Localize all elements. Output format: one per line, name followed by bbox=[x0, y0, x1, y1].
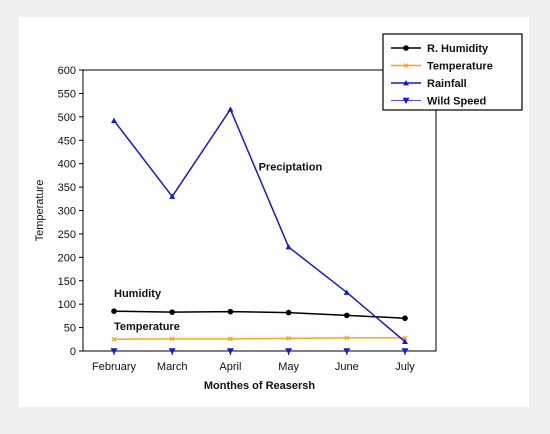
series-wild-speed bbox=[110, 348, 409, 355]
y-tick-label: 250 bbox=[58, 229, 76, 241]
y-tick-label: 450 bbox=[58, 135, 76, 147]
y-tick-label: 550 bbox=[58, 88, 76, 100]
data-point-rainfall bbox=[402, 338, 408, 345]
y-tick-label: 50 bbox=[64, 323, 76, 335]
data-point-temperature bbox=[111, 336, 117, 342]
x-tick-label: April bbox=[219, 361, 241, 373]
chart-frame: 0 50 100 150 200 250 300 350 400 450 500 550 600 Febr… bbox=[19, 17, 529, 407]
series-line-r-humidity bbox=[113, 310, 406, 319]
data-point-temperature bbox=[286, 335, 292, 341]
data-point-wild-speed bbox=[401, 348, 409, 355]
legend-entry-r-humidity: R. Humidity bbox=[391, 43, 489, 55]
x-axis-label: Monthes of Reasersh bbox=[204, 380, 316, 392]
legend-label: Rainfall bbox=[427, 78, 467, 90]
legend-marker bbox=[403, 80, 409, 86]
y-tick-label: 500 bbox=[58, 112, 76, 124]
legend-marker bbox=[403, 63, 409, 68]
legend-label: Wild Speed bbox=[427, 96, 486, 108]
series-rainfall bbox=[111, 106, 408, 345]
legend-label: R. Humidity bbox=[427, 43, 489, 55]
data-point-temperature bbox=[227, 336, 233, 342]
plot-border bbox=[82, 69, 437, 352]
data-point-r-humidity bbox=[402, 315, 408, 322]
y-tick-label: 150 bbox=[58, 276, 76, 288]
data-point-wild-speed bbox=[168, 348, 176, 355]
x-tick-label: May bbox=[278, 361, 299, 373]
annotation-label: Preciptation bbox=[259, 162, 323, 174]
legend-label: Temperature bbox=[427, 61, 493, 73]
legend-marker bbox=[403, 45, 409, 51]
data-point-temperature bbox=[402, 335, 408, 341]
annotation-label: Humidity bbox=[114, 288, 162, 300]
x-tick-label: February bbox=[92, 361, 137, 373]
data-point-temperature bbox=[169, 336, 175, 342]
x-tick-label: March bbox=[157, 361, 188, 373]
legend-entry-temperature: Temperature bbox=[391, 61, 493, 73]
y-tick-label: 100 bbox=[58, 299, 76, 311]
y-tick-label: 300 bbox=[58, 206, 76, 218]
y-tick-label: 0 bbox=[70, 346, 76, 358]
data-point-rainfall bbox=[343, 289, 350, 295]
data-point-wild-speed bbox=[110, 348, 118, 355]
x-tick-label: June bbox=[335, 361, 359, 373]
x-tick-label: July bbox=[395, 361, 415, 373]
y-tick-label: 600 bbox=[58, 65, 76, 77]
series-temperature bbox=[111, 335, 408, 342]
data-point-r-humidity bbox=[227, 308, 234, 315]
data-point-rainfall bbox=[285, 244, 292, 250]
y-tick-label: 200 bbox=[58, 252, 76, 264]
data-point-rainfall bbox=[111, 117, 117, 123]
data-point-r-humidity bbox=[111, 308, 117, 314]
legend-marker bbox=[402, 97, 410, 104]
y-tick-label: 400 bbox=[58, 159, 76, 171]
annotations: Preciptation Humidity Temperature bbox=[114, 162, 322, 333]
legend-entry-wild-speed: Wild Speed bbox=[391, 96, 486, 108]
y-tick-label: 350 bbox=[58, 182, 76, 194]
data-point-rainfall bbox=[227, 106, 234, 112]
data-point-wild-speed bbox=[226, 348, 234, 355]
axes: 0 50 100 150 200 250 300 350 400 450 500 550 600 Febr… bbox=[34, 65, 437, 392]
series-line-rainfall bbox=[113, 107, 406, 343]
series-line-temperature bbox=[113, 337, 405, 341]
data-point-temperature bbox=[344, 335, 350, 341]
data-point-r-humidity bbox=[285, 309, 292, 316]
legend: R. Humidity Temperature Rainfall Wild Speed bbox=[382, 33, 523, 111]
data-point-wild-speed bbox=[285, 348, 293, 355]
series-layer bbox=[110, 106, 409, 355]
legend-entry-rainfall: Rainfall bbox=[391, 78, 467, 90]
annotation-label: Temperature bbox=[114, 321, 180, 333]
y-axis-label: Temperature bbox=[34, 180, 46, 242]
data-point-rainfall bbox=[169, 193, 176, 199]
data-point-r-humidity bbox=[169, 309, 175, 315]
data-point-r-humidity bbox=[344, 312, 350, 319]
series-r-humidity bbox=[111, 308, 408, 322]
line-chart: 0 50 100 150 200 250 300 350 400 450 500 550 600 Febr… bbox=[34, 33, 523, 392]
data-point-wild-speed bbox=[343, 348, 351, 355]
